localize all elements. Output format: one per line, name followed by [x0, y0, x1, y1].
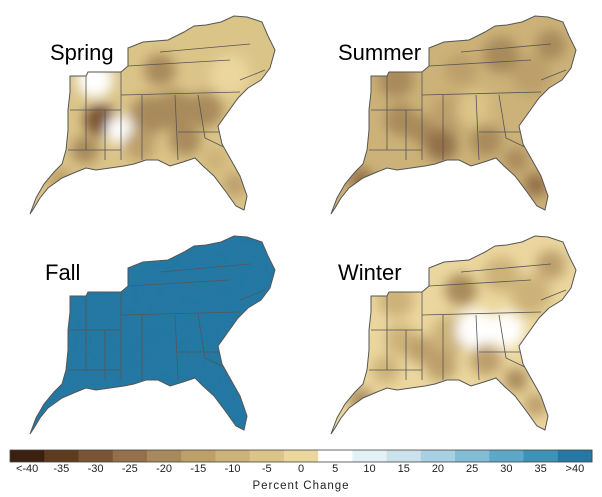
colorbar-swatch	[557, 450, 593, 462]
change-patch	[169, 124, 201, 156]
colorbar-swatch	[352, 450, 388, 462]
fall-map	[29, 235, 276, 435]
colorbar-swatch	[215, 450, 251, 462]
change-patch	[511, 275, 551, 315]
change-patch	[445, 274, 477, 306]
shaded-region	[331, 236, 576, 434]
colorbar-tick-label: 35	[534, 463, 547, 475]
colorbar-swatch	[523, 450, 559, 462]
change-patch	[445, 54, 477, 86]
change-patch	[511, 55, 551, 95]
colorbar-swatch	[386, 450, 422, 462]
change-patch	[488, 92, 524, 128]
change-patch	[203, 368, 227, 392]
map-panel-winter: Winter	[301, 220, 602, 445]
colorbar-tick-label: 0	[297, 463, 305, 475]
summer-map	[330, 15, 577, 215]
colorbar-swatch	[10, 450, 45, 462]
colorbar-swatch	[420, 450, 456, 462]
change-patch	[425, 129, 457, 161]
colorbar-tick-label: <-40	[15, 463, 39, 475]
map-panel-fall: Fall	[0, 220, 301, 445]
colorbar-swatch	[44, 450, 79, 462]
colorbar-swatch	[318, 450, 353, 462]
colorbar-swatch	[112, 450, 148, 462]
change-patch	[456, 310, 496, 350]
colorbar-tick-label: -10	[224, 463, 241, 475]
change-patch	[536, 250, 566, 280]
region-outline	[29, 15, 276, 215]
change-patch	[210, 275, 250, 315]
colorbar-tick-label: -20	[156, 463, 172, 475]
change-patch	[124, 129, 156, 161]
colorbar-tick-label: 15	[397, 463, 410, 475]
change-patch	[470, 344, 502, 376]
colorbar-tick-label: 30	[500, 463, 513, 475]
change-patch	[378, 282, 414, 318]
colorbar-swatch	[78, 450, 114, 462]
change-patch	[536, 30, 566, 60]
colorbar-tick-label: -15	[190, 463, 207, 475]
colorbar	[9, 449, 593, 463]
state-borders	[369, 43, 567, 161]
colorbar-swatch	[283, 450, 319, 462]
colorbar-swatch	[455, 450, 490, 462]
season-label: Spring	[50, 40, 114, 65]
change-patch	[144, 54, 176, 86]
change-patch	[77, 62, 113, 98]
region-outline	[330, 15, 577, 215]
colorbar-tick-label: -5	[261, 463, 272, 475]
state-borders	[68, 263, 266, 381]
colorbar-frame	[9, 449, 593, 463]
map-panel-summer: Summer	[301, 0, 602, 225]
colorbar-swatch	[146, 450, 182, 462]
colorbar-tick-label: 5	[332, 463, 339, 475]
change-patch	[483, 257, 519, 293]
change-patch	[187, 312, 223, 348]
state-borders	[369, 263, 567, 381]
colorbar-tick-label: 10	[363, 463, 376, 475]
colorbar-tick-label: >40	[565, 463, 585, 475]
season-label: Fall	[45, 260, 81, 285]
change-patch	[235, 250, 265, 280]
map-panel-spring: Spring	[0, 0, 301, 225]
colorbar-tick-label: -25	[121, 463, 138, 475]
colorbar-swatch	[181, 450, 216, 462]
change-patch	[488, 312, 524, 348]
change-patch	[470, 124, 502, 156]
change-patch	[210, 55, 250, 95]
season-label: Winter	[338, 260, 402, 285]
region-outline	[29, 235, 276, 435]
change-patch	[425, 349, 457, 381]
colorbar-tick-label: -35	[53, 463, 70, 475]
change-patch	[144, 274, 176, 306]
change-patch	[504, 148, 528, 172]
change-patch	[77, 282, 113, 318]
winter-map	[330, 235, 577, 435]
change-patch	[155, 310, 195, 350]
change-patch	[182, 37, 218, 73]
change-patch	[182, 257, 218, 293]
region-outline	[330, 235, 577, 435]
change-patch	[169, 344, 201, 376]
colorbar-tick-label: 25	[466, 463, 479, 475]
colorbar-title: Percent Change	[252, 480, 350, 492]
change-patch	[378, 62, 414, 98]
colorbar-tick-label: 20	[431, 463, 445, 475]
change-patch	[504, 368, 528, 392]
shaded-region	[30, 16, 275, 214]
change-patch	[203, 148, 227, 172]
colorbar-tick-label: -30	[87, 463, 104, 475]
change-patch	[155, 90, 195, 130]
change-patch	[187, 92, 223, 128]
change-patch	[235, 30, 265, 60]
season-label: Summer	[338, 40, 422, 65]
colorbar-swatch	[489, 450, 525, 462]
change-patch	[456, 90, 496, 130]
change-patch	[483, 37, 519, 73]
colorbar-swatch	[249, 450, 285, 462]
spring-map	[29, 15, 276, 215]
change-patch	[124, 349, 156, 381]
